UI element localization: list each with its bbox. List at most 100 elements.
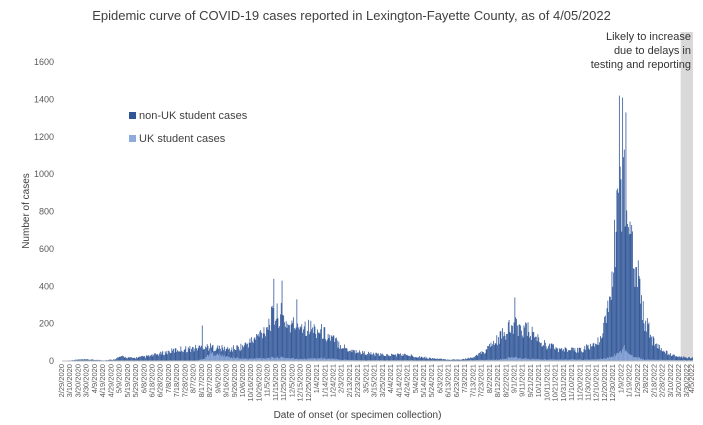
bar-uk bbox=[268, 357, 270, 361]
x-tick-label: 5/4/2021 bbox=[411, 364, 420, 393]
y-axis-label: Number of cases bbox=[21, 173, 32, 249]
bar-non-uk bbox=[544, 340, 545, 361]
bar-uk bbox=[237, 357, 239, 361]
bar-non-uk bbox=[642, 301, 644, 361]
x-tick-label: 2/8/2022 bbox=[641, 364, 650, 393]
bar-non-uk bbox=[439, 358, 441, 361]
bar-non-uk bbox=[621, 231, 623, 361]
y-tick-label: 1600 bbox=[34, 57, 54, 67]
bar-non-uk bbox=[516, 318, 517, 361]
bar-uk bbox=[669, 359, 671, 361]
bar-non-uk bbox=[398, 354, 400, 361]
bar-non-uk bbox=[264, 333, 266, 361]
bar-uk bbox=[280, 357, 281, 361]
bar-non-uk bbox=[229, 351, 231, 361]
bar-uk bbox=[489, 359, 491, 361]
bar-uk bbox=[318, 358, 320, 361]
bar-non-uk bbox=[333, 335, 335, 361]
bar-non-uk bbox=[672, 354, 674, 361]
bar-uk bbox=[541, 359, 543, 361]
bar-uk bbox=[212, 352, 214, 361]
bar-non-uk bbox=[332, 335, 334, 361]
bar-non-uk bbox=[691, 357, 693, 361]
bar-uk bbox=[527, 358, 529, 361]
bar-non-uk bbox=[324, 327, 326, 361]
bar-non-uk bbox=[437, 358, 439, 361]
bar-uk bbox=[293, 358, 295, 361]
x-axis-label: Date of onset (or specimen collection) bbox=[274, 410, 442, 421]
bar-uk bbox=[266, 358, 267, 361]
bar-non-uk bbox=[346, 348, 348, 361]
bar-non-uk bbox=[171, 348, 173, 361]
bar-non-uk bbox=[151, 354, 153, 361]
bar-uk bbox=[271, 356, 273, 361]
bar-uk bbox=[539, 359, 541, 361]
bar-uk bbox=[207, 354, 209, 361]
bar-non-uk bbox=[331, 337, 333, 361]
bar-non-uk bbox=[388, 355, 390, 361]
bar-non-uk bbox=[415, 357, 417, 361]
bar-non-uk bbox=[177, 351, 179, 361]
bar-uk bbox=[240, 357, 242, 361]
x-tick-label: 6/23/2021 bbox=[452, 364, 461, 397]
bar-uk bbox=[524, 358, 526, 361]
bar-uk bbox=[530, 359, 532, 361]
bar-uk bbox=[620, 351, 622, 361]
bar-non-uk bbox=[108, 359, 110, 361]
bar-non-uk bbox=[252, 343, 254, 361]
bar-uk bbox=[613, 356, 614, 361]
bar-non-uk bbox=[396, 356, 397, 361]
bar-non-uk bbox=[470, 357, 472, 361]
bar-uk bbox=[224, 355, 225, 361]
bar-non-uk bbox=[673, 354, 675, 361]
shaded-delay-region bbox=[680, 32, 693, 361]
bar-non-uk bbox=[163, 354, 164, 361]
bar-non-uk bbox=[226, 348, 228, 361]
bar-uk bbox=[607, 357, 609, 361]
bar-non-uk bbox=[113, 359, 114, 361]
bar-uk bbox=[228, 357, 229, 361]
x-tick-label: 12/5/2020 bbox=[287, 364, 296, 397]
bar-uk bbox=[511, 357, 512, 361]
bar-uk bbox=[598, 359, 600, 361]
bar-non-uk bbox=[94, 359, 96, 361]
bar-uk bbox=[310, 357, 312, 361]
x-tick-label: 6/3/2021 bbox=[435, 364, 444, 393]
bar-uk bbox=[256, 358, 257, 361]
bar-non-uk bbox=[268, 318, 270, 361]
bar-non-uk bbox=[193, 351, 195, 361]
x-tick-label: 8/2/2021 bbox=[485, 364, 494, 393]
bar-non-uk bbox=[180, 346, 182, 361]
bar-non-uk bbox=[269, 324, 271, 361]
bar-non-uk bbox=[113, 359, 115, 361]
bar-non-uk bbox=[123, 356, 125, 361]
bar-uk bbox=[681, 359, 683, 361]
bar-uk bbox=[260, 357, 262, 361]
bar-non-uk bbox=[679, 357, 681, 361]
bar-uk bbox=[235, 358, 237, 361]
bar-uk bbox=[352, 359, 354, 361]
bar-non-uk bbox=[358, 350, 360, 361]
bar-uk bbox=[596, 359, 598, 361]
bar-uk bbox=[340, 359, 342, 361]
bar-non-uk bbox=[419, 357, 421, 361]
bar-non-uk bbox=[421, 356, 423, 361]
bar-uk bbox=[628, 353, 629, 361]
y-tick-label: 0 bbox=[49, 356, 54, 366]
bar-uk bbox=[572, 359, 573, 361]
bar-non-uk bbox=[265, 336, 266, 361]
bar-non-uk bbox=[261, 338, 263, 361]
x-tick-label: 5/24/2021 bbox=[427, 364, 436, 397]
bar-non-uk bbox=[647, 324, 649, 361]
bar-uk bbox=[290, 358, 292, 361]
bar-uk bbox=[261, 358, 262, 361]
bar-non-uk bbox=[223, 350, 225, 361]
bar-non-uk bbox=[429, 357, 431, 361]
bar-non-uk bbox=[120, 356, 122, 361]
bar-non-uk bbox=[382, 353, 383, 361]
bar-non-uk bbox=[344, 344, 345, 361]
bar-non-uk bbox=[618, 192, 619, 361]
bar-non-uk bbox=[298, 327, 299, 361]
bar-uk bbox=[265, 358, 266, 361]
bar-uk bbox=[599, 359, 600, 361]
